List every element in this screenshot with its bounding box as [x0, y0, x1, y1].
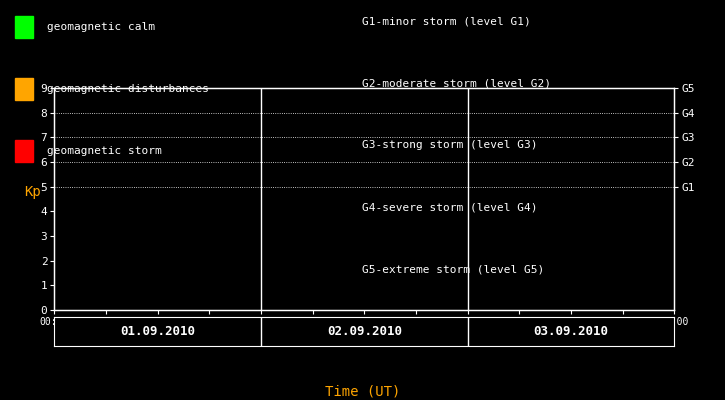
Text: 02.09.2010: 02.09.2010 [327, 325, 402, 338]
Y-axis label: Kp: Kp [24, 185, 41, 199]
Text: 03.09.2010: 03.09.2010 [534, 325, 608, 338]
Text: Time (UT): Time (UT) [325, 384, 400, 398]
Text: G4-severe storm (level G4): G4-severe storm (level G4) [362, 202, 538, 212]
Text: geomagnetic storm: geomagnetic storm [47, 146, 162, 156]
Text: G5-extreme storm (level G5): G5-extreme storm (level G5) [362, 264, 544, 274]
Text: G3-strong storm (level G3): G3-strong storm (level G3) [362, 140, 538, 150]
Text: G1-minor storm (level G1): G1-minor storm (level G1) [362, 16, 531, 26]
Text: G2-moderate storm (level G2): G2-moderate storm (level G2) [362, 78, 552, 88]
Text: 01.09.2010: 01.09.2010 [120, 325, 195, 338]
Text: geomagnetic calm: geomagnetic calm [47, 22, 155, 32]
Text: geomagnetic disturbances: geomagnetic disturbances [47, 84, 209, 94]
